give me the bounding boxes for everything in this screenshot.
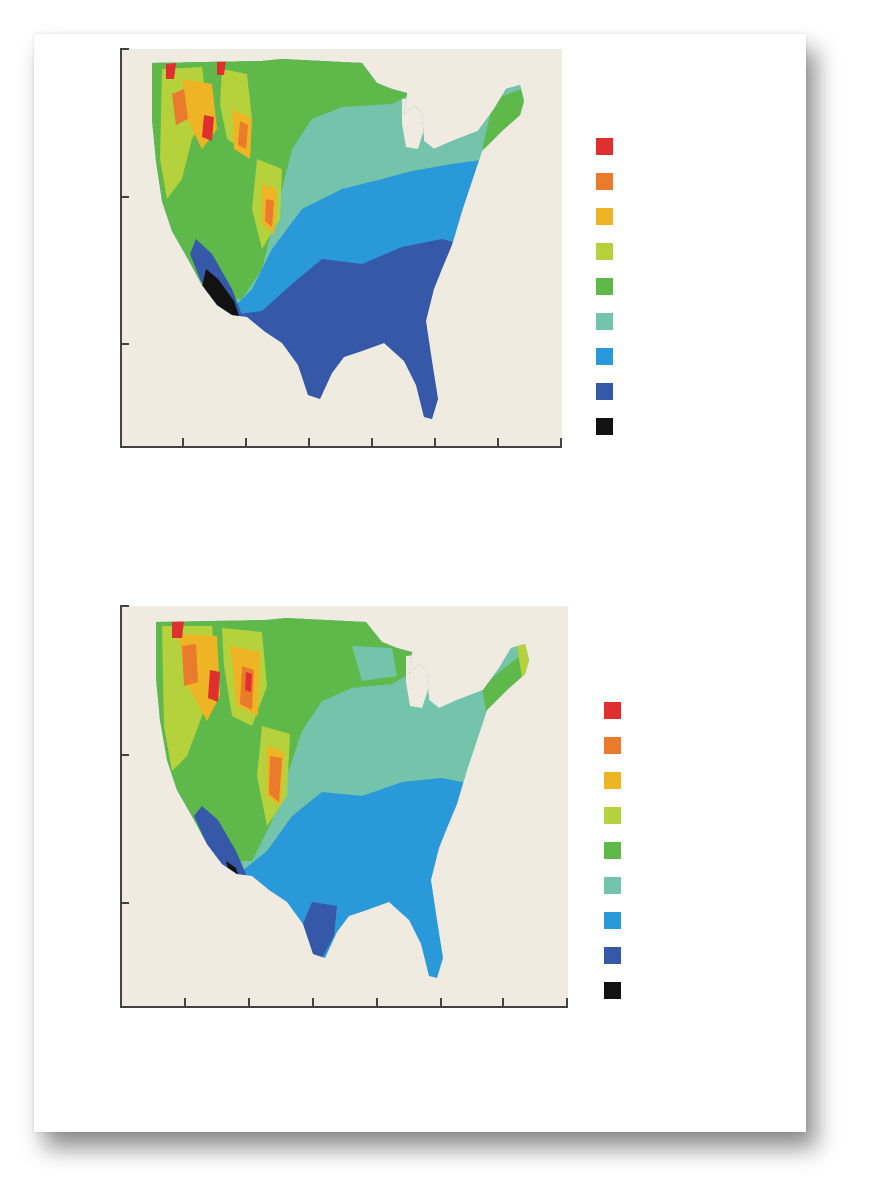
legend-swatch-yellow <box>604 772 621 789</box>
legend-swatch-red <box>604 702 621 719</box>
zone-orange-1 <box>182 644 198 686</box>
lower-map-y-tick <box>120 754 129 756</box>
lower-choropleth-map <box>156 618 529 978</box>
upper-map-y-tick <box>120 48 129 50</box>
lower-map-x-tick <box>184 998 186 1006</box>
lower-map-x-tick <box>502 998 504 1006</box>
upper-map-x-axis <box>120 446 562 448</box>
zone-black-desert <box>202 269 240 325</box>
upper-choropleth-map <box>152 59 524 419</box>
upper-map-x-tick <box>434 438 436 446</box>
lower-map-y-tick <box>120 902 129 904</box>
legend-swatch-lightblue <box>604 912 621 929</box>
zone-red-2 <box>172 621 184 638</box>
lower-map-x-tick <box>566 998 568 1006</box>
zone-red-1 <box>208 670 220 702</box>
upper-map-x-tick <box>245 438 247 446</box>
legend-swatch-darkblue <box>596 383 613 400</box>
legend-swatch-teal <box>596 313 613 330</box>
legend-swatch-orange <box>604 737 621 754</box>
page-sheet <box>34 34 806 1132</box>
upper-map-y-axis <box>120 48 122 447</box>
upper-map-x-tick <box>560 438 562 446</box>
zone-teal-north <box>352 646 397 681</box>
zone-orange-2 <box>238 121 248 149</box>
legend-swatch-yellowgreen <box>604 807 621 824</box>
zone-darkblue-south <box>264 279 438 419</box>
upper-map-x-tick <box>497 438 499 446</box>
zone-darkblue-texas <box>303 902 337 958</box>
upper-map-y-tick <box>120 196 129 198</box>
zone-red-2 <box>166 63 176 79</box>
upper-map-x-tick <box>308 438 310 446</box>
lower-map-x-tick <box>248 998 250 1006</box>
zone-red-1 <box>202 115 214 141</box>
lower-map-x-tick <box>312 998 314 1006</box>
upper-map-x-tick <box>371 438 373 446</box>
upper-map-x-tick <box>182 438 184 446</box>
legend-swatch-black <box>596 418 613 435</box>
legend-swatch-orange <box>596 173 613 190</box>
legend-swatch-red <box>596 138 613 155</box>
zone-darkblue-southwest <box>194 806 246 884</box>
lower-map-x-tick <box>376 998 378 1006</box>
legend-swatch-yellowgreen <box>596 243 613 260</box>
legend-swatch-yellow <box>596 208 613 225</box>
zone-red-3 <box>245 672 252 692</box>
upper-map-y-tick <box>120 343 129 345</box>
lower-map-y-tick <box>120 605 129 607</box>
legend-swatch-teal <box>604 877 621 894</box>
legend-swatch-green <box>604 842 621 859</box>
zone-orange-3 <box>269 756 282 802</box>
zone-red-3 <box>217 61 226 75</box>
zone-orange-1 <box>172 89 188 125</box>
zone-yellowgreen-maine <box>517 642 529 678</box>
legend-swatch-green <box>596 278 613 295</box>
lower-map-x-axis <box>120 1006 568 1008</box>
lower-map-y-axis <box>120 605 122 1007</box>
lower-map-x-tick <box>440 998 442 1006</box>
zone-orange-3 <box>265 199 274 227</box>
legend-swatch-lightblue <box>596 348 613 365</box>
legend-swatch-black <box>604 982 621 999</box>
legend-swatch-darkblue <box>604 947 621 964</box>
zone-green-northeast <box>482 89 524 149</box>
